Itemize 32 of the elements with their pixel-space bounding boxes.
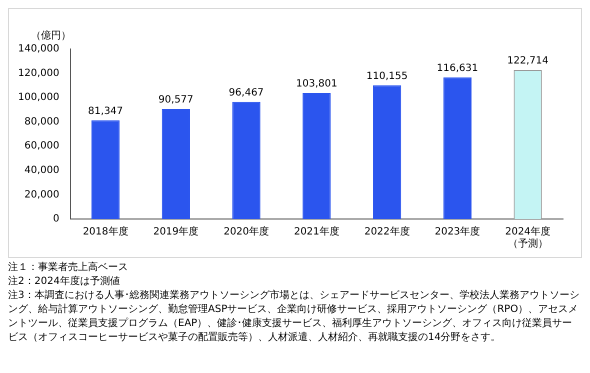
text: 注１：事業者売上高ベース [8,261,129,275]
bar [302,92,331,219]
text: 注3：本調査における人事･総務関連業務アウトソーシング市場とは、シェアードサービスセンター、学校法人業務アウトソーシング、給与計算アウトソーシング、勤怠管理ASPサービス、企業向け研修サービス、採用アウトソーシング（RPO）、アセスメントツール、従業員支援プログラム（EAP）、健診･健康支援サービス、福利厚生アウトソーシング、オフィス向け従業員サービス（オフィスコーヒーサービスや菓子の配置販売等）、人材派遣、人材紹介、再就職支援の14分野をさす。 [8,289,580,345]
data-label: 90,577 [158,94,194,106]
y-tick-label: 80,000 [24,116,60,128]
text: 注2：2024年度は予測値 [8,275,121,289]
y-tick-label: 60,000 [24,140,60,152]
x-tick-label: 2019年度 [153,226,199,238]
x-tick-label: 2018年度 [82,226,128,238]
x-tick-label: 2020年度 [224,226,270,238]
bar [91,120,120,219]
bar [162,109,190,219]
y-axis-title: （億円） [31,30,71,42]
y-tick-label: 0 [52,214,60,225]
x-tick-label: 2024年度（予測） [505,226,551,250]
bar [372,85,402,219]
data-label: 81,347 [88,106,124,117]
x-tick-label: 2022年度 [364,226,410,238]
x-tick-label: 2023年度 [434,226,480,238]
x-tick-label: 2021年度 [294,226,340,238]
data-label: 110,155 [366,70,408,82]
y-tick-label: 20,000 [24,189,60,200]
data-label: 116,631 [436,62,478,74]
data-label: 103,801 [296,78,338,90]
data-label: 96,467 [228,87,264,98]
y-tick-label: 40,000 [24,165,60,176]
bar [232,102,260,219]
y-tick-label: 100,000 [18,92,60,104]
y-tick-label: 120,000 [18,68,60,79]
data-label: 122,714 [507,56,548,67]
y-tick-label: 140,000 [18,44,60,55]
bar [443,77,472,219]
